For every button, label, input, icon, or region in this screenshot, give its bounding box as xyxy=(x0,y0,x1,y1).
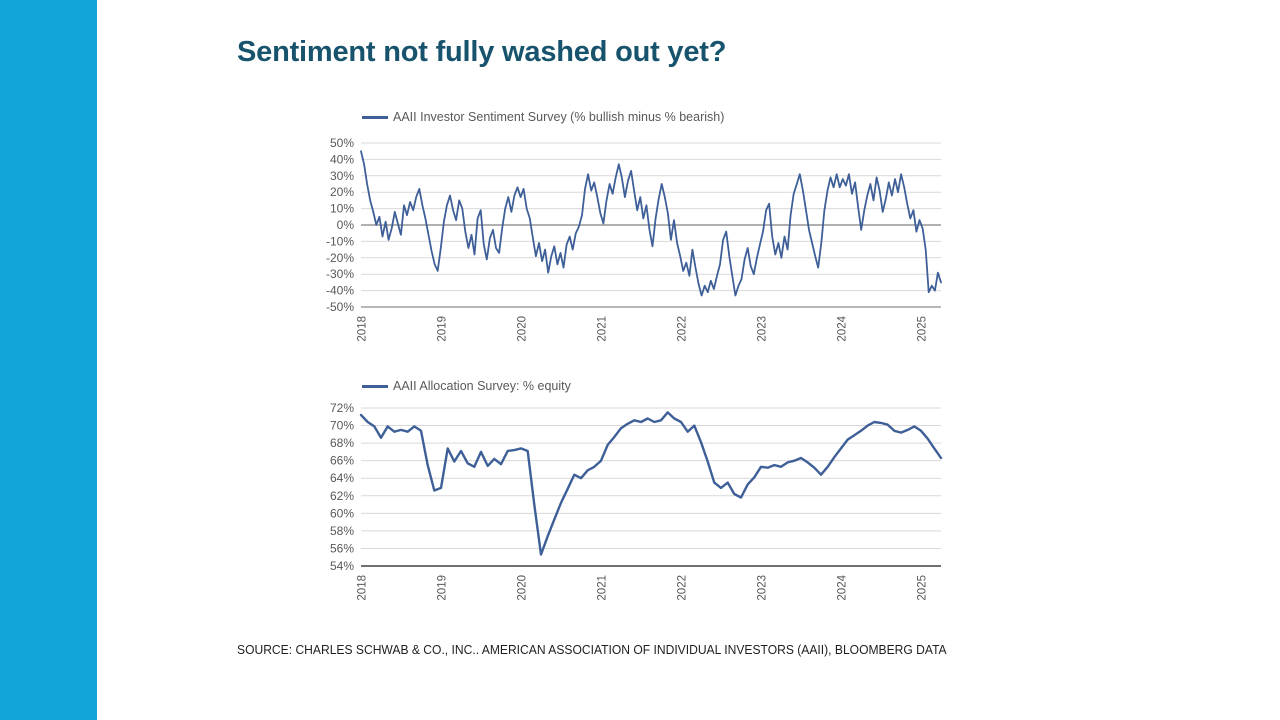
x-axis-tick-label: 2023 xyxy=(757,316,769,342)
x-axis-tick-label: 2023 xyxy=(757,575,769,601)
x-axis-tick-label: 2022 xyxy=(677,575,689,601)
source-attribution: SOURCE: CHARLES SCHWAB & CO., INC.. AMER… xyxy=(237,642,947,657)
x-axis-tick-label: 2024 xyxy=(837,315,849,341)
legend-line-swatch xyxy=(362,115,388,119)
y-axis-tick-label: 0% xyxy=(337,218,355,232)
x-axis-tick-label: 2021 xyxy=(597,575,609,601)
y-axis-tick-label: 62% xyxy=(330,489,354,503)
x-axis-tick-label: 2018 xyxy=(357,316,369,342)
legend-label: AAII Allocation Survey: % equity xyxy=(393,379,571,393)
x-axis-tick-label: 2020 xyxy=(517,316,529,342)
y-axis-tick-label: 64% xyxy=(330,471,354,485)
y-axis-tick-label: 50% xyxy=(330,136,354,150)
y-axis-tick-label: 66% xyxy=(330,454,354,468)
y-axis-tick-label: 20% xyxy=(330,185,354,199)
x-axis-tick-label: 2025 xyxy=(917,316,929,342)
y-axis-tick-label: 70% xyxy=(330,419,354,433)
y-axis-tick-label: 30% xyxy=(330,169,354,183)
legend-line-swatch xyxy=(362,384,388,388)
x-axis-tick-label: 2018 xyxy=(357,575,369,601)
x-axis-tick-label: 2024 xyxy=(837,574,849,600)
y-axis-tick-label: 58% xyxy=(330,524,354,538)
allocation-chart-legend: AAII Allocation Survey: % equity xyxy=(362,379,571,393)
y-axis-tick-label: -50% xyxy=(326,300,354,314)
x-axis-tick-label: 2020 xyxy=(517,575,529,601)
x-axis-tick-label: 2022 xyxy=(677,316,689,342)
page-title: Sentiment not fully washed out yet? xyxy=(237,36,727,68)
data-series-line xyxy=(359,411,943,556)
y-axis-tick-label: 40% xyxy=(330,152,354,166)
y-axis-tick-label: 68% xyxy=(330,436,354,450)
x-axis-tick-label: 2019 xyxy=(437,575,449,601)
allocation-line-chart: 72% 70% 68% 66% 64% 62% 60% 58% 56% 54%2018 2019 20… xyxy=(330,401,943,601)
y-axis-tick-label: 56% xyxy=(330,541,354,555)
x-axis-tick-label: 2025 xyxy=(917,575,929,601)
y-axis-tick-label: 60% xyxy=(330,506,354,520)
data-series-line xyxy=(360,150,942,297)
y-axis-tick-label: -40% xyxy=(326,284,354,298)
x-axis-tick-label: 2019 xyxy=(437,316,449,342)
y-axis-tick-label: 10% xyxy=(330,202,354,216)
legend-label: AAII Investor Sentiment Survey (% bullis… xyxy=(393,110,725,124)
y-axis-tick-label: -20% xyxy=(326,251,354,265)
y-axis-tick-label: 72% xyxy=(330,401,354,415)
y-axis-tick-label: -30% xyxy=(326,267,354,281)
accent-sidebar xyxy=(0,0,97,720)
y-axis-tick-label: -10% xyxy=(326,234,354,248)
sentiment-line-chart: 50%40%30%20%10%0%-10%-20%-30%-40%-50%201… xyxy=(326,136,942,342)
x-axis-tick-label: 2021 xyxy=(597,316,609,342)
sentiment-chart-legend: AAII Investor Sentiment Survey (% bullis… xyxy=(362,110,724,124)
y-axis-tick-label: 54% xyxy=(330,559,354,573)
